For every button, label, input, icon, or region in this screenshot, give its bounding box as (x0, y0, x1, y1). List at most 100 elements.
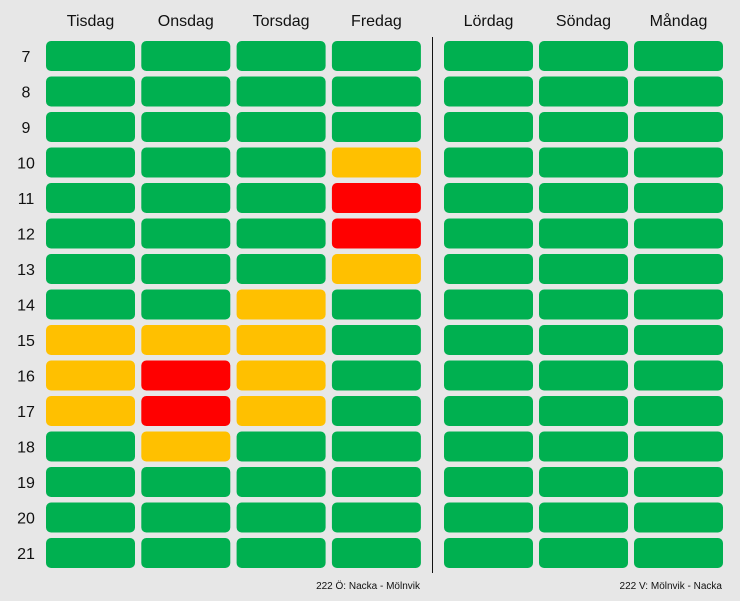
cell-söndag-14-green (539, 289, 628, 320)
cell-måndag-16-green (634, 360, 723, 391)
cell-onsdag-18-yellow (141, 431, 231, 462)
row-label-17: 17 (17, 404, 35, 421)
cell-måndag-8-green (634, 76, 723, 107)
cell-söndag-13-green (539, 254, 628, 284)
cell-torsdag-8-green (236, 76, 326, 107)
cell-onsdag-16-red (141, 360, 231, 391)
cell-måndag-13-green (634, 254, 723, 284)
cell-fredag-14-green (331, 289, 421, 320)
row-label-13: 13 (17, 262, 35, 279)
cell-onsdag-21-green (141, 538, 231, 568)
cell-onsdag-7-green (141, 41, 231, 71)
cell-tisdag-19-green (46, 467, 135, 497)
row-label-21: 21 (17, 546, 35, 563)
cell-torsdag-14-yellow (236, 289, 326, 320)
cell-onsdag-11-green (141, 183, 231, 213)
cell-lördag-7-green (444, 41, 533, 71)
column-header-torsdag: Torsdag (253, 13, 310, 30)
cell-måndag-19-green (634, 467, 723, 497)
cell-måndag-15-green (634, 325, 723, 355)
cell-torsdag-16-yellow (236, 360, 326, 391)
cell-tisdag-12-green (46, 218, 135, 249)
cell-onsdag-20-green (141, 502, 231, 533)
cell-lördag-12-green (444, 218, 533, 249)
column-header-tisdag: Tisdag (67, 13, 114, 30)
cell-söndag-16-green (539, 360, 628, 391)
cell-torsdag-7-green (236, 41, 326, 71)
cell-fredag-19-green (331, 467, 421, 497)
cell-lördag-20-green (444, 502, 533, 533)
column-header-lördag: Lördag (464, 13, 514, 30)
cell-fredag-13-yellow (331, 254, 421, 284)
row-label-11: 11 (18, 191, 35, 208)
column-header-måndag: Måndag (650, 12, 708, 30)
cell-tisdag-21-green (46, 538, 135, 568)
row-label-8: 8 (22, 85, 31, 102)
cell-torsdag-9-green (236, 112, 326, 142)
cell-måndag-17-green (634, 396, 723, 426)
cell-torsdag-20-green (236, 502, 326, 533)
cell-tisdag-16-yellow (46, 360, 135, 391)
cell-onsdag-10-green (141, 147, 231, 178)
cell-måndag-10-green (634, 147, 723, 178)
cell-lördag-13-green (444, 254, 533, 284)
cell-söndag-10-green (539, 147, 628, 178)
cell-torsdag-17-yellow (236, 396, 326, 426)
row-label-20: 20 (17, 511, 35, 528)
cell-fredag-12-red (331, 218, 421, 249)
cell-fredag-9-green (331, 112, 421, 142)
cell-onsdag-19-green (141, 467, 231, 497)
cell-lördag-9-green (444, 112, 533, 142)
cell-lördag-17-green (444, 396, 533, 426)
cell-onsdag-8-green (141, 76, 231, 107)
cell-tisdag-9-green (46, 112, 135, 142)
cell-måndag-21-green (634, 538, 723, 568)
cell-måndag-14-green (634, 289, 723, 320)
row-label-10: 10 (17, 156, 35, 173)
cell-onsdag-15-yellow (141, 325, 231, 355)
cell-måndag-20-green (634, 502, 723, 533)
cell-tisdag-13-green (46, 254, 135, 284)
cell-lördag-10-green (444, 147, 533, 178)
cell-torsdag-10-green (236, 147, 326, 178)
cell-torsdag-12-green (236, 218, 326, 249)
column-header-söndag: Söndag (556, 13, 611, 30)
cell-fredag-20-green (331, 502, 421, 533)
cell-tisdag-14-green (46, 289, 135, 320)
cell-fredag-15-green (331, 325, 421, 355)
cell-lördag-19-green (444, 467, 533, 497)
cell-tisdag-20-green (46, 502, 135, 533)
cell-onsdag-17-red (141, 396, 231, 426)
cell-söndag-17-green (539, 396, 628, 426)
row-label-16: 16 (17, 369, 35, 386)
cell-söndag-7-green (539, 41, 628, 71)
cell-söndag-20-green (539, 502, 628, 533)
cell-lördag-21-green (444, 538, 533, 568)
cell-fredag-7-green (331, 41, 421, 71)
row-label-19: 19 (17, 475, 35, 492)
cell-fredag-10-yellow (331, 147, 421, 178)
panel-caption-0: 222 Ö: Nacka - Mölnvik (316, 580, 421, 592)
cell-söndag-8-green (539, 76, 628, 107)
row-label-9: 9 (22, 120, 31, 137)
cell-fredag-18-green (331, 431, 421, 462)
row-label-14: 14 (17, 298, 35, 315)
cell-lördag-18-green (444, 431, 533, 462)
cell-måndag-9-green (634, 112, 723, 142)
cell-fredag-8-green (331, 76, 421, 107)
cell-lördag-8-green (444, 76, 533, 107)
cell-onsdag-13-green (141, 254, 231, 284)
cell-torsdag-21-green (236, 538, 326, 568)
cell-torsdag-11-green (236, 183, 326, 213)
cell-fredag-17-green (331, 396, 421, 426)
cell-söndag-12-green (539, 218, 628, 249)
row-label-12: 12 (17, 227, 35, 244)
cell-söndag-18-green (539, 431, 628, 462)
cell-onsdag-9-green (141, 112, 231, 142)
cell-söndag-11-green (539, 183, 628, 213)
cell-tisdag-17-yellow (46, 396, 135, 426)
row-label-15: 15 (17, 333, 35, 350)
cell-tisdag-7-green (46, 41, 135, 71)
cell-onsdag-14-green (141, 289, 231, 320)
